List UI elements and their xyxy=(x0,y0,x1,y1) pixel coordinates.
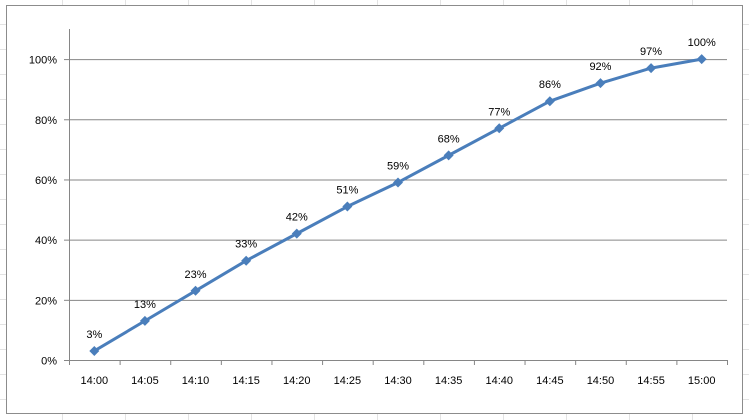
data-point-marker xyxy=(646,63,657,74)
y-tick-label: 20% xyxy=(35,295,57,307)
data-point-marker xyxy=(241,255,252,266)
x-tick-label: 15:00 xyxy=(688,375,716,387)
data-label: 59% xyxy=(387,160,409,172)
data-point-marker xyxy=(139,315,150,326)
x-tick-label: 14:35 xyxy=(435,375,463,387)
data-point-marker xyxy=(291,228,302,239)
data-label: 3% xyxy=(86,329,102,341)
x-tick-label: 14:00 xyxy=(81,375,109,387)
x-tick-label: 14:05 xyxy=(131,375,159,387)
data-point-marker xyxy=(595,78,606,89)
data-label: 77% xyxy=(488,106,510,118)
x-tick-label: 14:40 xyxy=(485,375,513,387)
x-tick-label: 14:20 xyxy=(283,375,311,387)
y-tick-label: 100% xyxy=(29,55,57,67)
x-tick-label: 14:55 xyxy=(637,375,665,387)
data-label: 92% xyxy=(589,61,611,73)
data-label: 42% xyxy=(286,212,308,224)
data-label: 68% xyxy=(438,133,460,145)
data-point-marker xyxy=(696,54,707,65)
x-tick-label: 14:10 xyxy=(182,375,210,387)
data-label: 100% xyxy=(688,37,716,49)
data-point-marker xyxy=(190,285,201,296)
data-point-marker xyxy=(544,96,555,107)
data-point-marker xyxy=(89,345,100,356)
data-label: 23% xyxy=(185,269,207,281)
data-label: 51% xyxy=(336,185,358,197)
x-tick-label: 14:30 xyxy=(384,375,412,387)
y-tick-label: 80% xyxy=(35,115,57,127)
data-label: 86% xyxy=(539,79,561,91)
x-tick-label: 14:25 xyxy=(334,375,362,387)
data-point-marker xyxy=(443,150,454,161)
y-tick-label: 60% xyxy=(35,175,57,187)
chart-area[interactable] xyxy=(6,5,743,414)
data-point-marker xyxy=(342,201,353,212)
series-line xyxy=(93,57,702,353)
x-tick-label: 14:50 xyxy=(587,375,615,387)
x-tick-label: 14:45 xyxy=(536,375,564,387)
data-point-marker xyxy=(494,123,505,134)
x-tick-label: 14:15 xyxy=(232,375,260,387)
data-label: 33% xyxy=(235,239,257,251)
data-label: 97% xyxy=(640,46,662,58)
data-point-marker xyxy=(393,177,403,188)
y-tick-label: 40% xyxy=(35,235,57,247)
y-tick-label: 0% xyxy=(41,356,57,368)
data-label: 13% xyxy=(134,299,156,311)
